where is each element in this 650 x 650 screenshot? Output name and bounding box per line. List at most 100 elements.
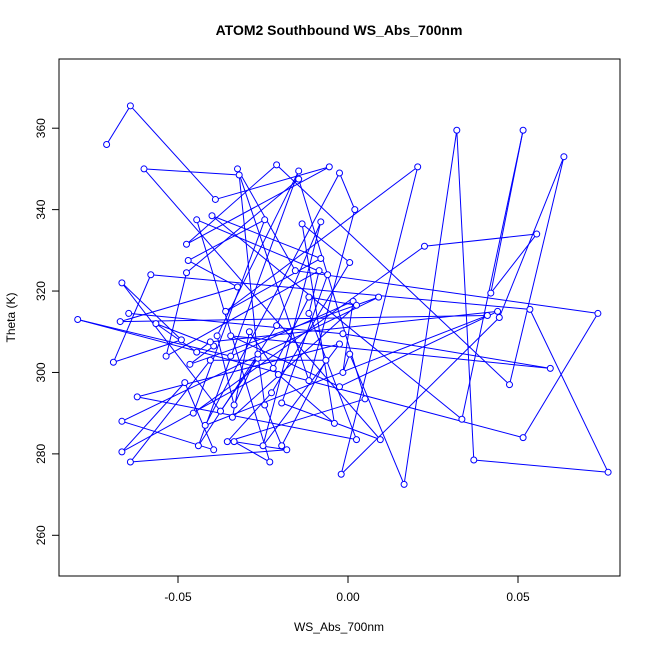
data-point — [193, 348, 201, 356]
data-point — [181, 379, 189, 387]
data-point — [305, 293, 313, 301]
series-segment — [130, 105, 216, 200]
data-point — [339, 330, 347, 338]
data-point — [336, 383, 343, 391]
series-segment — [301, 223, 335, 424]
chart-title: ATOM2 Southbound WS_Abs_700nm — [216, 22, 463, 38]
y-tick-label: 340 — [34, 199, 48, 219]
series-segment — [230, 335, 551, 369]
y-axis: 260 280 300 320 340 360 — [34, 118, 59, 545]
data-point — [266, 458, 274, 466]
data-point — [594, 309, 602, 317]
series-segment — [461, 130, 524, 420]
data-point — [546, 364, 554, 372]
data-point — [186, 360, 194, 368]
series-segment — [150, 274, 530, 310]
data-point — [162, 352, 170, 360]
series-segment — [264, 404, 283, 446]
series-segment — [238, 174, 259, 359]
series-segment — [137, 343, 340, 398]
x-tick-label: -0.05 — [164, 590, 192, 604]
series-segment — [225, 258, 322, 312]
data-point — [273, 161, 281, 169]
x-tick-label: 0.00 — [336, 590, 360, 604]
series-segment — [143, 168, 240, 176]
series-segment — [186, 178, 300, 274]
data-point — [295, 167, 303, 175]
data-point — [291, 267, 299, 275]
data-point — [193, 216, 201, 224]
series-segment — [113, 339, 182, 363]
data-point — [317, 254, 325, 262]
series-segment — [308, 313, 357, 440]
data-point — [494, 307, 502, 315]
series-segment — [301, 223, 351, 263]
series-segment — [424, 233, 537, 247]
series-segment — [257, 354, 266, 406]
series-segment — [298, 178, 366, 400]
series-segment — [155, 323, 197, 353]
data-point — [346, 259, 354, 267]
data-point — [353, 301, 360, 309]
data-point — [118, 279, 126, 287]
data-point — [259, 442, 267, 450]
series-segment — [186, 164, 277, 245]
data-point — [519, 126, 527, 134]
data-point — [213, 332, 221, 340]
data-point — [526, 305, 534, 313]
series-segment — [196, 219, 328, 276]
series-segment — [498, 156, 565, 318]
data-point — [103, 140, 111, 148]
data-point — [376, 436, 384, 444]
data-point — [414, 163, 422, 171]
data-point — [118, 448, 126, 456]
data-point — [234, 283, 241, 291]
data-point — [506, 381, 513, 389]
series-segment — [137, 396, 357, 441]
series-segment — [77, 319, 524, 439]
data-point — [317, 218, 325, 226]
data-point — [519, 434, 527, 442]
series-segment — [197, 325, 278, 447]
series-segment — [215, 166, 330, 200]
data-point — [375, 293, 383, 301]
data-point — [152, 320, 160, 328]
series-segment — [210, 310, 498, 343]
data-point — [305, 309, 313, 317]
data-point — [295, 175, 303, 183]
data-point — [126, 458, 134, 466]
series-segment — [281, 402, 381, 441]
data-point — [278, 442, 286, 450]
data-point — [487, 289, 495, 297]
y-tick-label: 300 — [34, 362, 48, 382]
data-point — [339, 368, 347, 376]
series-segment — [232, 304, 357, 418]
data-point — [227, 352, 235, 360]
series-segment — [349, 353, 405, 485]
series-segment — [77, 319, 231, 357]
data-point — [74, 316, 82, 324]
series-segment — [112, 274, 152, 363]
data-point — [133, 393, 141, 401]
series-segment — [272, 296, 310, 369]
y-tick-label: 360 — [34, 118, 48, 138]
series-segment — [342, 301, 354, 373]
data-point — [208, 212, 216, 220]
data-point — [235, 171, 243, 179]
data-point — [189, 409, 197, 417]
data-point — [325, 163, 333, 171]
data-point — [118, 417, 126, 425]
series-segment — [130, 449, 287, 463]
y-tick-label: 320 — [34, 281, 48, 301]
series-segment — [522, 313, 599, 438]
series-segment — [403, 130, 458, 485]
data-point — [305, 377, 313, 385]
data-point — [421, 242, 428, 250]
data-point — [245, 328, 253, 336]
data-point — [278, 399, 286, 407]
series-segment — [340, 166, 419, 475]
series-segment — [226, 392, 272, 442]
data-point — [273, 322, 281, 330]
data-point — [324, 271, 332, 279]
data-point — [223, 438, 231, 446]
